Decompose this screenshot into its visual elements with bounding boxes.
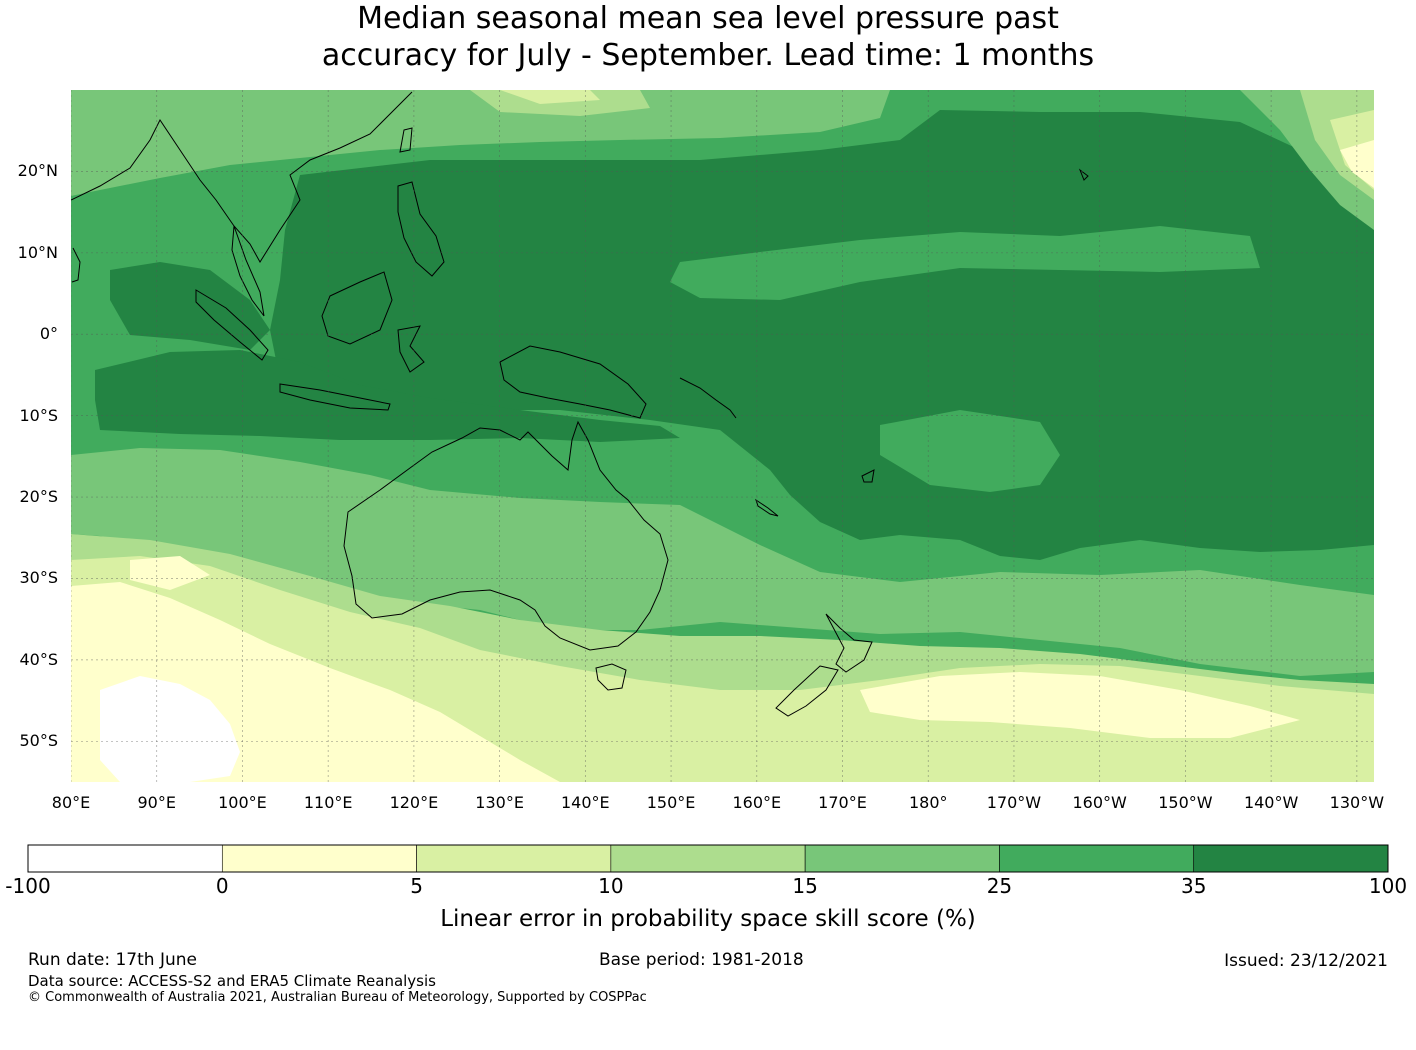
skill-region-5-10-north — [500, 90, 600, 104]
lat-label-4: 20°S — [19, 487, 58, 507]
coastline-taiwan — [399, 127, 413, 153]
colorbar-bin-0 — [27, 844, 223, 873]
lon-label-5: 130°E — [475, 793, 524, 812]
lon-label-8: 160°E — [732, 793, 782, 812]
coastline-philippines — [397, 181, 445, 277]
coastline-fiji — [861, 469, 875, 483]
coastline-malay-peninsula — [231, 225, 265, 317]
colorbar-tick-3: 10 — [598, 874, 624, 898]
copyright-notice: © Commonwealth of Australia 2021, Austra… — [28, 990, 647, 1005]
coastline-new-zealand-south — [775, 665, 839, 717]
colorbar-tick-6: 35 — [1180, 874, 1207, 898]
base-period: Base period: 1981-2018 — [599, 950, 804, 970]
coastline-asia — [71, 91, 413, 263]
lon-label-15: 130°W — [1329, 793, 1385, 812]
coastline-new-guinea — [499, 345, 647, 419]
lon-label-0: 80°E — [51, 793, 91, 812]
lon-label-7: 150°E — [646, 793, 696, 812]
skill-region-35-100-indian — [95, 350, 680, 442]
coastline-sulawesi — [397, 325, 425, 373]
lat-label-3: 10°S — [19, 405, 58, 425]
coastlines — [71, 91, 1089, 717]
colorbar-bin-4 — [804, 844, 1000, 873]
skill-region-0-5-bight — [130, 556, 210, 590]
lat-label-1: 10°N — [17, 242, 58, 262]
skill-region-15-25-northwest — [71, 90, 890, 196]
skill-region-35-100-bengal — [110, 262, 270, 350]
colorbar-tick-0: -100 — [5, 874, 51, 898]
lon-label-13: 150°W — [1158, 793, 1213, 812]
coastline-borneo — [321, 271, 393, 345]
skill-region-25-35-south-pacific — [880, 410, 1060, 492]
skill-region-15-25-pacific-band — [670, 226, 1260, 300]
coastline-sri-lanka — [71, 247, 81, 283]
graticule — [71, 90, 1374, 782]
skill-region-35-100-pacific — [270, 110, 1374, 560]
coastline-hawaii — [1078, 168, 1089, 181]
coastline-new-zealand-north — [825, 613, 873, 673]
lat-label-2: 0° — [39, 324, 58, 344]
coastline-java — [279, 383, 391, 411]
colorbar-tick-7: 100 — [1368, 874, 1408, 898]
lon-label-11: 170°W — [986, 793, 1042, 812]
coastline-australia — [343, 420, 669, 651]
run-date: Run date: 17th June — [28, 950, 197, 970]
skill-region-0-5-northeast — [1340, 140, 1374, 188]
colorbar-bin-2 — [416, 844, 612, 873]
coastline-solomon-islands — [679, 377, 737, 419]
coastline-new-caledonia — [755, 498, 779, 517]
map-title: Median seasonal mean sea level pressure … — [0, 0, 1416, 74]
colorbar-bin-3 — [610, 844, 806, 873]
lat-label-6: 40°S — [19, 649, 58, 669]
colorbar-frame — [27, 844, 1389, 873]
colorbar-bin-1 — [221, 844, 417, 873]
lon-label-9: 170°E — [818, 793, 867, 812]
lon-label-4: 120°E — [389, 793, 439, 812]
lat-label-7: 50°S — [19, 731, 58, 751]
lon-label-2: 100°E — [218, 793, 267, 812]
map-title-line-1: Median seasonal mean sea level pressure … — [357, 1, 1059, 36]
colorbar — [27, 844, 1389, 873]
issued-date: Issued: 23/12/2021 — [1224, 951, 1388, 971]
lon-label-1: 90°E — [137, 793, 176, 812]
colorbar-tick-4: 15 — [792, 874, 818, 898]
lon-label-6: 140°E — [561, 793, 610, 812]
coastline-tasmania — [595, 663, 627, 691]
coastline-sumatra — [195, 289, 269, 361]
colorbar-title: Linear error in probability space skill … — [440, 906, 976, 932]
lon-label-14: 140°W — [1243, 793, 1299, 812]
map-title-line-2: accuracy for July - September. Lead time… — [321, 38, 1095, 73]
colorbar-tick-2: 5 — [410, 874, 423, 898]
skill-region-15-25-south — [71, 448, 1374, 676]
skill-region-0-5-southeast — [860, 672, 1300, 738]
colorbar-bin-5 — [999, 844, 1195, 873]
data-source: Data source: ACCESS-S2 and ERA5 Climate … — [28, 972, 436, 990]
skill-region-10-15-north — [470, 90, 650, 116]
lat-label-5: 30°S — [19, 568, 58, 588]
skill-region-negative-south — [100, 676, 240, 782]
colorbar-tick-5: 25 — [986, 874, 1013, 898]
lon-label-3: 110°E — [303, 793, 353, 812]
colorbar-bin-6 — [1193, 844, 1389, 873]
lon-label-12: 160°W — [1072, 793, 1127, 812]
lon-label-10: 180° — [908, 793, 948, 812]
colorbar-tick-1: 0 — [215, 874, 229, 898]
lat-label-0: 20°N — [17, 161, 58, 181]
